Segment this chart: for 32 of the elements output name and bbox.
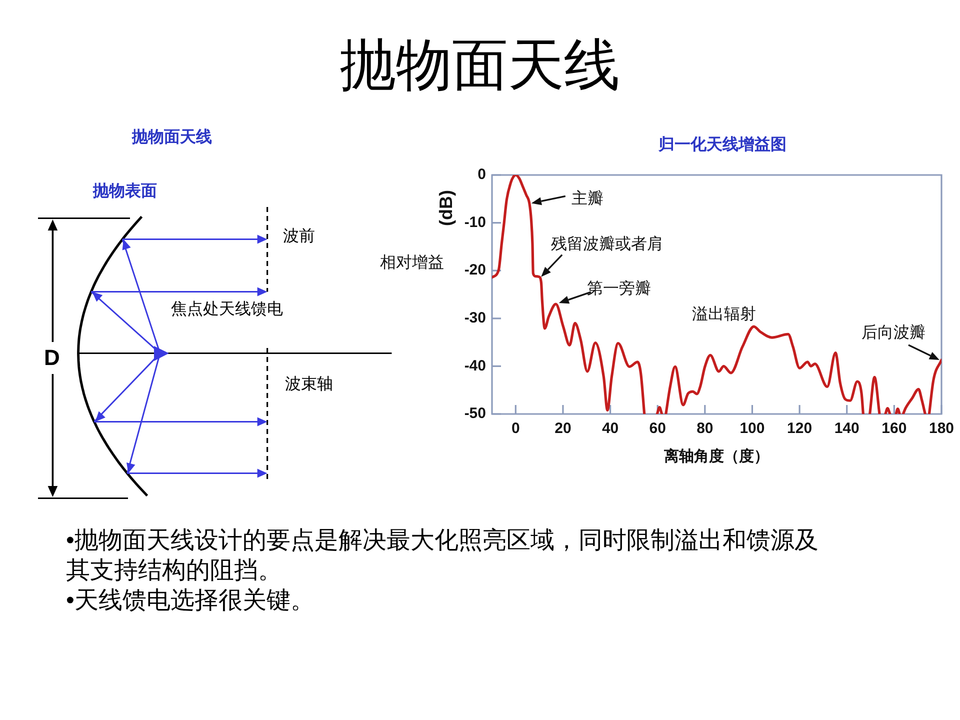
x-tick-label: 40 (602, 420, 619, 438)
x-tick-label: 0 (511, 420, 520, 438)
x-tick-label: 80 (696, 420, 714, 438)
y-tick-label: -40 (464, 357, 486, 374)
y-tick-label: -10 (464, 214, 486, 231)
x-tick-label: 140 (834, 420, 860, 438)
text: 波前 (283, 228, 315, 245)
y-tick-label: 0 (478, 166, 486, 184)
x-tick-label: 160 (882, 420, 907, 438)
annotation: 主瓣 (571, 190, 604, 208)
text: 波束轴 (285, 376, 333, 393)
annotation: 溢出辐射 (692, 304, 756, 323)
chart-title: 归一化天线增益图 (658, 135, 787, 154)
text: 相对增益 (dB) (380, 190, 456, 272)
text: 抛物面天线 (340, 33, 620, 96)
x-tick-label: 100 (740, 420, 765, 438)
x-axis-title: 离轴角度（度） (663, 447, 770, 466)
y-tick-label: -20 (464, 262, 486, 279)
text: •抛物面天线设计的要点是解决最大化照亮区域，同时限制溢出和馈源及其支持结构的阻挡。 (66, 526, 820, 586)
y-tick-label: -50 (464, 405, 486, 422)
annotation: 后向波瓣 (861, 323, 926, 342)
x-tick-label: 20 (554, 420, 572, 438)
text: 抛物表面 (93, 183, 157, 200)
text: D (44, 345, 60, 370)
annotation: 第一旁瓣 (586, 279, 651, 298)
x-tick-label: 120 (787, 420, 812, 438)
x-tick-label: 60 (649, 420, 666, 438)
y-tick-label: -30 (464, 310, 486, 327)
x-tick-label: 180 (928, 420, 954, 438)
text: 抛物面天线 (132, 129, 212, 146)
text: •天线馈电选择很关键。 (66, 586, 314, 616)
annotation: 残留波瓣或者肩 (551, 235, 664, 254)
